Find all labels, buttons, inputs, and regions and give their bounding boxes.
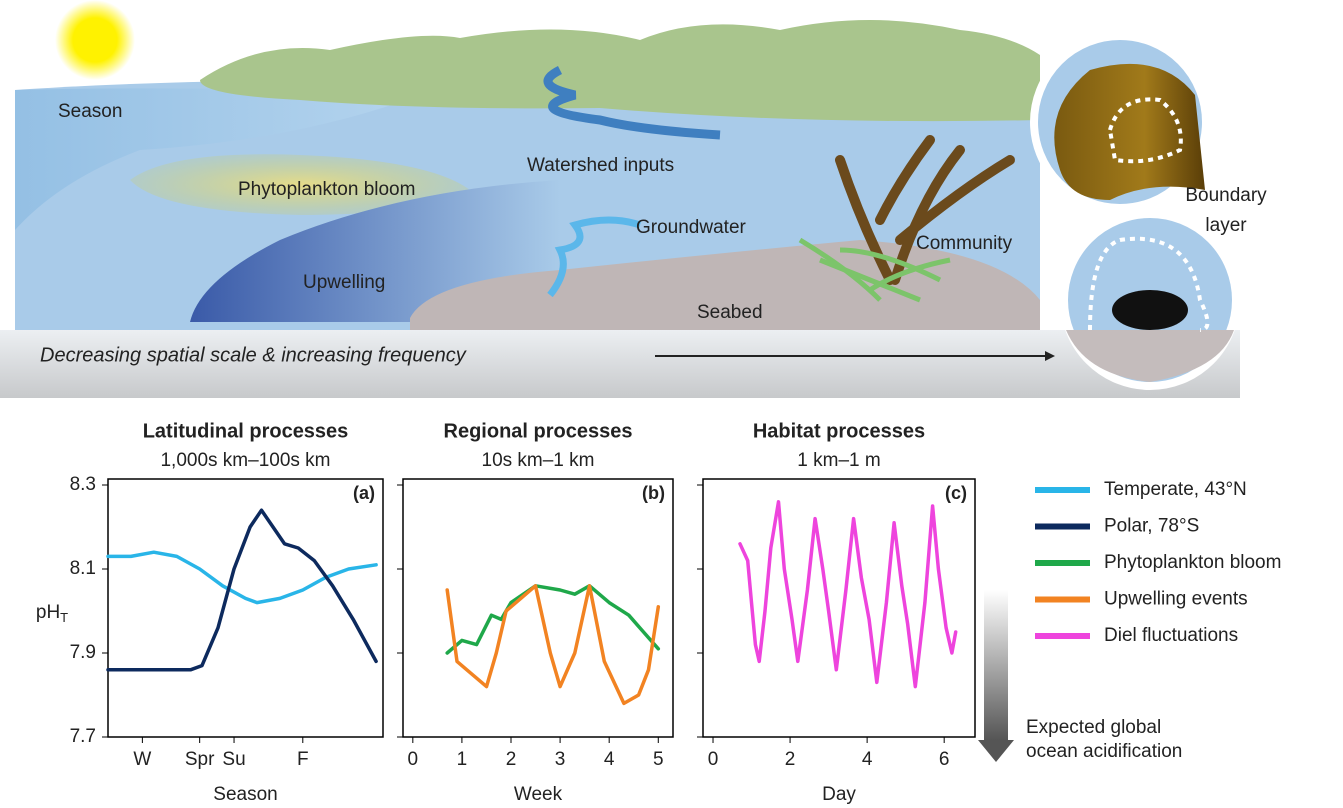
x-tick-label: F <box>297 749 309 770</box>
panel-label: (c) <box>945 483 967 503</box>
caption: Decreasing spatial scale & increasing fr… <box>40 344 467 366</box>
x-axis-label: Week <box>514 784 563 805</box>
label: Seabed <box>697 302 763 323</box>
arrow-body <box>984 590 1008 740</box>
x-tick-label: 4 <box>604 749 615 770</box>
arrow-head <box>978 740 1014 762</box>
label: layer <box>1205 215 1247 236</box>
chart-title: Regional processes <box>444 420 633 442</box>
legend-label: Upwelling events <box>1104 589 1248 610</box>
label: Groundwater <box>636 217 747 238</box>
label: Boundary <box>1185 185 1267 206</box>
label: Upwelling <box>303 272 385 293</box>
chart-title: Latitudinal processes <box>143 420 349 442</box>
panel-label: (a) <box>353 483 375 503</box>
chart-subtitle: 1,000s km–100s km <box>160 450 330 471</box>
figure: Season Phytoplankton bloom Watershed inp… <box>0 0 1343 808</box>
x-tick-label: 4 <box>862 749 873 770</box>
label: Watershed inputs <box>527 155 674 176</box>
legend-label: Temperate, 43°N <box>1104 479 1247 500</box>
x-tick-label: 6 <box>939 749 950 770</box>
x-axis-label: Season <box>213 784 277 805</box>
x-tick-label: W <box>133 749 151 770</box>
x-tick-label: 2 <box>785 749 796 770</box>
y-label-main: pH <box>36 602 60 623</box>
x-tick-label: 3 <box>555 749 566 770</box>
label: Community <box>916 233 1013 254</box>
legend-label: Polar, 78°S <box>1104 516 1199 537</box>
sun <box>55 0 135 80</box>
x-tick-label: 0 <box>408 749 419 770</box>
chart-subtitle: 10s km–1 km <box>482 450 595 471</box>
y-label-sub: T <box>60 610 68 625</box>
y-axis-label: pHT <box>36 602 68 625</box>
x-axis-label: Day <box>822 784 856 805</box>
chart-title: Habitat processes <box>753 420 925 442</box>
note: Expected global <box>1026 717 1161 738</box>
rock <box>1054 64 1205 200</box>
series-line <box>108 552 376 602</box>
x-tick-label: 5 <box>653 749 664 770</box>
note: ocean acidification <box>1026 741 1182 762</box>
x-tick-label: 1 <box>457 749 468 770</box>
x-tick-label: Spr <box>185 749 215 770</box>
legend-label: Diel fluctuations <box>1104 625 1238 646</box>
acidification-arrow: Expected global ocean acidification <box>978 590 1182 762</box>
y-tick-label: 8.1 <box>70 558 96 579</box>
series-line <box>447 586 658 704</box>
illustration: Season Phytoplankton bloom Watershed inp… <box>0 0 1267 398</box>
series-line <box>740 502 956 687</box>
y-tick-label: 8.3 <box>70 474 96 495</box>
series-line <box>108 510 376 670</box>
x-tick-label: 2 <box>506 749 517 770</box>
y-tick-label: 7.9 <box>70 642 96 663</box>
label: Phytoplankton bloom <box>238 179 415 200</box>
x-tick-label: 0 <box>708 749 719 770</box>
chart-subtitle: 1 km–1 m <box>797 450 880 471</box>
legend-label: Phytoplankton bloom <box>1104 552 1281 573</box>
x-tick-label: Su <box>222 749 245 770</box>
panel-label: (b) <box>642 483 665 503</box>
y-tick-label: 7.7 <box>70 726 96 747</box>
plot-frame <box>108 479 383 737</box>
urchin <box>1112 290 1188 330</box>
label: Season <box>58 101 122 122</box>
series-line <box>447 586 658 653</box>
